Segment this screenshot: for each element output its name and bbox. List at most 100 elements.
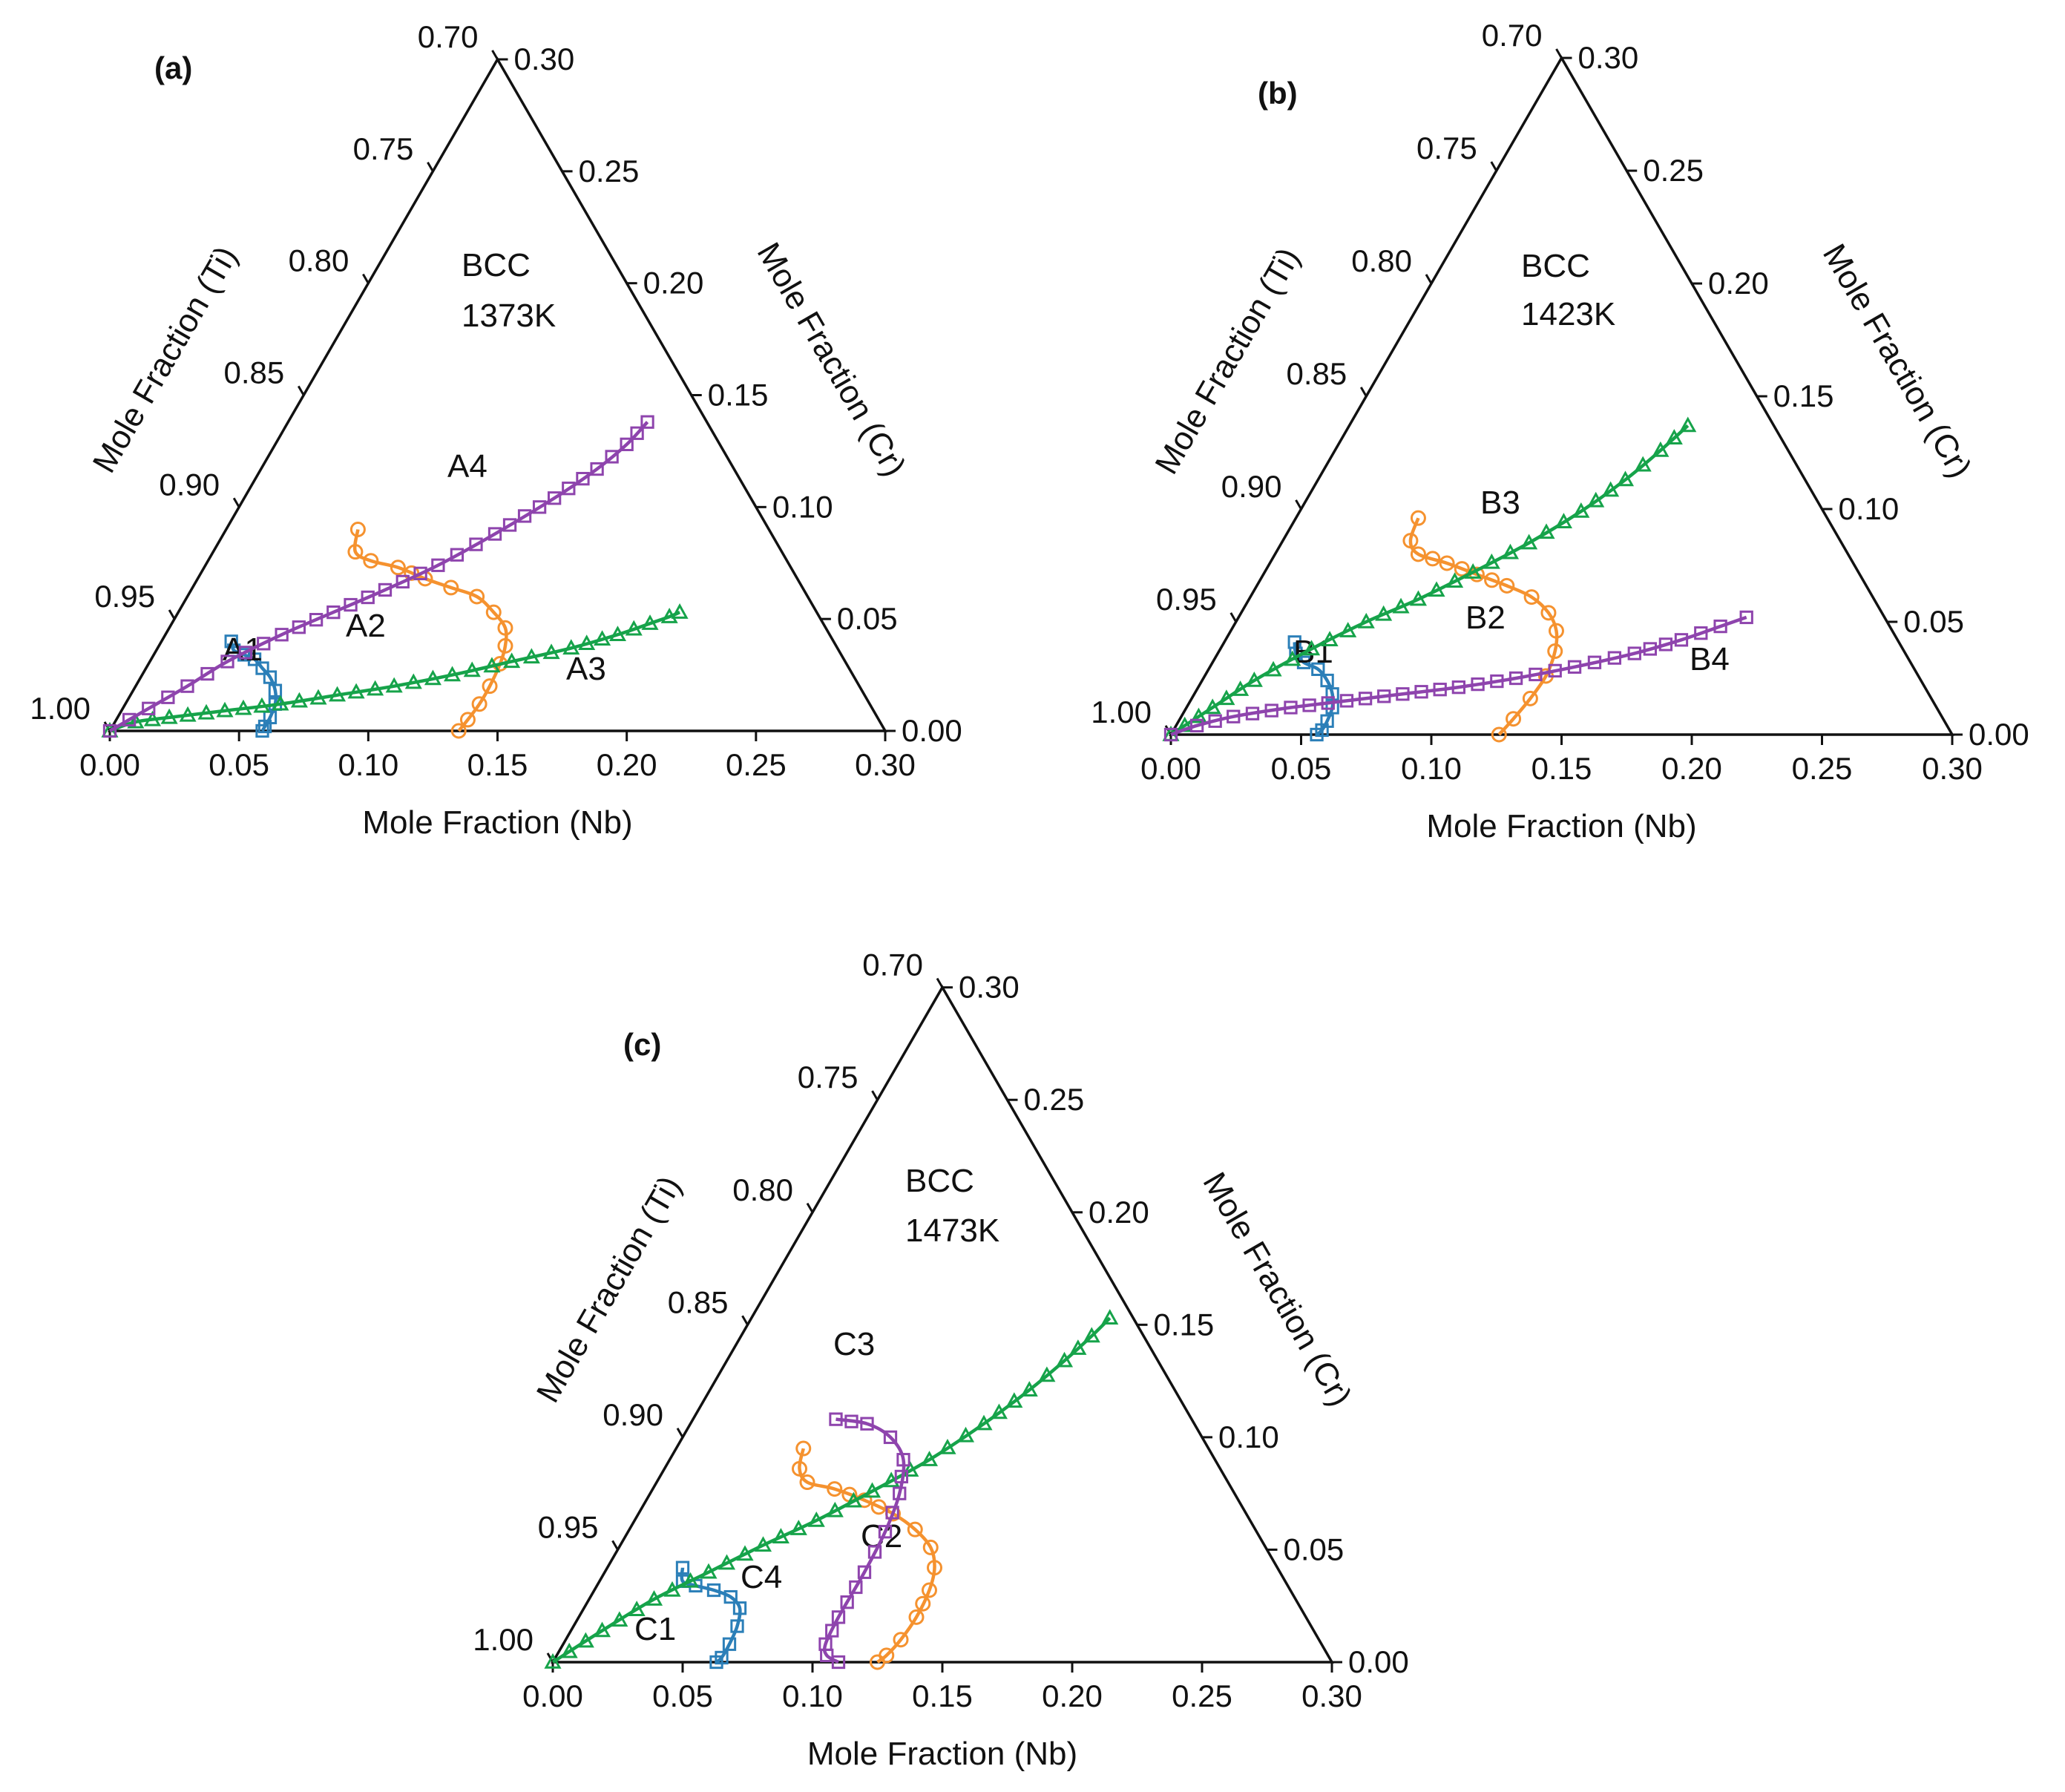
data-point <box>180 679 194 693</box>
data-point <box>238 646 253 660</box>
data-point <box>1377 689 1391 703</box>
data-point <box>1634 456 1652 472</box>
series-label-B3: B3 <box>1480 485 1520 521</box>
data-point <box>885 1506 899 1520</box>
data-point <box>1284 700 1298 715</box>
x-tick-label: 0.20 <box>597 747 657 782</box>
data-point <box>840 1595 854 1609</box>
series-line-C3 <box>551 1316 1112 1664</box>
right-tick-label: 0.30 <box>959 970 1020 1005</box>
temperature-label: 1473K <box>905 1212 999 1249</box>
data-point <box>1245 671 1263 687</box>
x-tick-label: 0.25 <box>726 747 787 782</box>
data-point <box>1499 577 1515 594</box>
left-tick-mark <box>871 1090 879 1100</box>
data-point <box>730 1619 744 1633</box>
data-point <box>1428 581 1445 597</box>
right-axis-title: Mole Fraction (Cr) <box>1816 238 1979 485</box>
ternary-frame <box>107 56 888 732</box>
right-tick-label: 0.20 <box>1089 1195 1149 1230</box>
data-point <box>640 415 654 429</box>
left-tick-mark <box>1295 499 1302 510</box>
data-point <box>1652 441 1670 457</box>
x-axis-title: Mole Fraction (Nb) <box>362 804 632 841</box>
reference-line <box>551 1560 613 1663</box>
panel-b: (b) BCC 1423K 0.00 0.05 0.10 0.15 0.20 0.25 0.… <box>1091 18 2029 844</box>
data-point <box>275 628 289 642</box>
series-line-B2 <box>1408 517 1559 736</box>
data-point <box>179 706 197 722</box>
data-point <box>424 669 441 686</box>
series-line-C2 <box>798 1448 936 1664</box>
left-tick-label: 0.95 <box>538 1509 599 1544</box>
x-axis-title: Mole Fraction (Nb) <box>807 1736 1077 1772</box>
left-tick-mark <box>1555 48 1563 59</box>
left-tick-label: 0.70 <box>862 948 923 982</box>
data-point <box>1284 650 1301 666</box>
data-point <box>404 673 422 689</box>
data-point <box>347 544 364 560</box>
left-tick-mark <box>1164 725 1172 735</box>
data-point <box>939 1438 956 1454</box>
panel-c: (c) BCC 1473K 0.00 0.05 0.10 0.15 0.20 0.25 0.… <box>473 948 1409 1772</box>
data-point <box>522 648 540 664</box>
data-point <box>630 426 644 440</box>
right-tick-label: 0.05 <box>837 601 898 636</box>
data-point <box>326 605 341 620</box>
data-point <box>849 1580 863 1595</box>
data-point <box>328 686 347 702</box>
series-label-A4: A4 <box>447 448 487 485</box>
data-point <box>1602 481 1620 497</box>
data-point <box>390 559 406 576</box>
data-point <box>1339 694 1354 708</box>
data-point <box>469 537 483 551</box>
data-point <box>122 712 137 727</box>
data-point <box>915 1595 931 1612</box>
series-line-A4 <box>108 421 649 732</box>
left-tick-mark <box>1425 274 1433 284</box>
left-tick-mark <box>362 273 370 284</box>
data-point <box>1547 643 1563 660</box>
data-point <box>1321 696 1335 710</box>
data-point <box>807 1511 825 1527</box>
data-point <box>349 522 366 538</box>
data-point <box>1264 660 1282 677</box>
data-point <box>736 1545 754 1561</box>
right-tick-label: 0.25 <box>1643 153 1704 188</box>
data-point <box>1189 718 1204 732</box>
data-point <box>1320 673 1334 688</box>
data-point <box>893 1486 907 1500</box>
series-line-A3 <box>109 611 680 733</box>
data-point <box>718 1554 736 1570</box>
data-point <box>102 723 117 738</box>
left-tick-mark <box>491 50 499 60</box>
temperature-label: 1423K <box>1521 296 1615 332</box>
data-point <box>471 696 487 712</box>
data-point <box>1587 491 1605 508</box>
data-point <box>1101 1309 1119 1325</box>
data-point <box>671 603 689 619</box>
left-tick-label: 1.00 <box>30 691 91 726</box>
data-point <box>255 661 269 675</box>
phase-label: BCC <box>462 247 531 283</box>
data-point <box>1484 572 1500 588</box>
x-tick-label: 0.00 <box>79 747 140 782</box>
data-point <box>831 1655 846 1670</box>
data-point <box>922 1582 937 1598</box>
left-tick-mark <box>936 977 944 988</box>
data-point <box>870 1499 887 1515</box>
left-tick-mark <box>168 609 176 620</box>
data-point <box>1005 1392 1023 1408</box>
x-tick-label: 0.25 <box>1172 1678 1232 1713</box>
data-point <box>1357 612 1375 628</box>
left-tick-mark <box>741 1315 749 1326</box>
data-point <box>706 1583 721 1598</box>
data-point <box>1409 590 1427 606</box>
x-tick-label: 0.15 <box>1531 751 1592 786</box>
data-point <box>723 1589 738 1604</box>
left-tick-label: 0.75 <box>353 131 414 166</box>
data-point <box>611 1611 628 1627</box>
right-tick-label: 0.15 <box>708 378 769 413</box>
series-line-B4 <box>1170 615 1747 737</box>
data-point <box>1713 619 1727 634</box>
